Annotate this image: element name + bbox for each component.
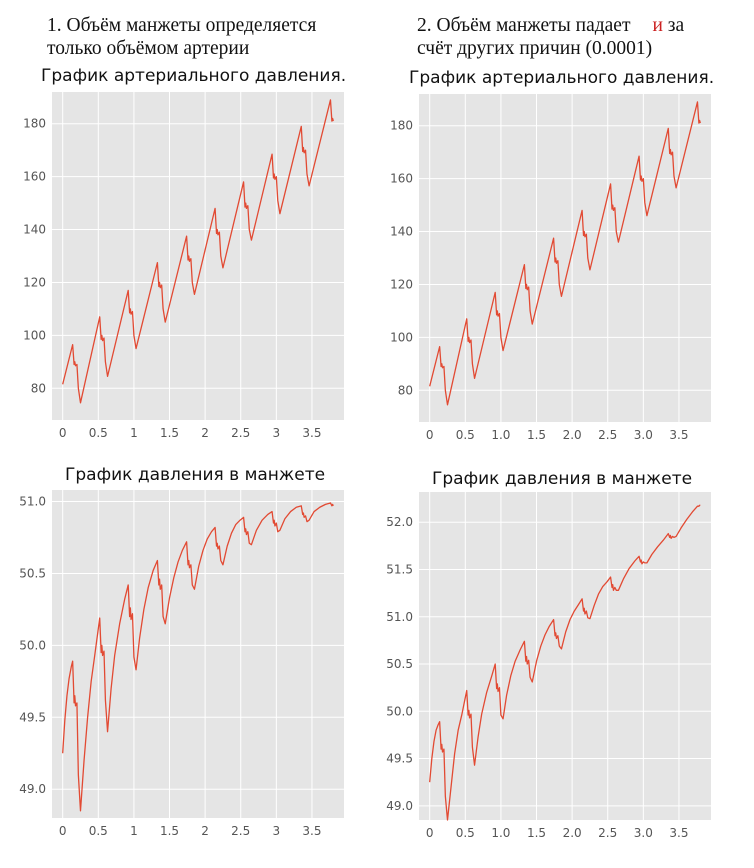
x-tick-label: 2 [201, 824, 209, 838]
chart-title-left-cuff: График давления в манжете [65, 465, 326, 485]
chart-title-left-arterial: График артериального давления. [41, 66, 347, 86]
x-tick-label: 1.5 [527, 428, 546, 442]
x-tick-label: 2.5 [598, 428, 617, 442]
y-tick-label: 51.0 [386, 610, 413, 624]
y-tick-label: 49.0 [19, 782, 46, 796]
series-line [429, 101, 701, 406]
chart-left-arterial: 0 0.5 1 1.5 2 2.5 3 3.5 80 100 120 140 160 180 [23, 92, 344, 440]
y-tick-label: 51.5 [386, 563, 413, 577]
y-tick-label: 50.0 [386, 704, 413, 718]
series-line [62, 502, 334, 812]
y-tick-label: 49.5 [386, 752, 413, 766]
caption-right-red-word: и [652, 15, 663, 36]
chart-title-right-cuff: График давления в манжете [432, 469, 693, 489]
x-tick-label: 2.0 [563, 428, 582, 442]
caption-right-line1: 2. Объём манжеты падает и за [417, 14, 684, 37]
chart-right-cuff: 0 0.5 1.0 1.5 2.0 2.5 3.0 3.5 49.0 49.5 50.0 50.5 51… [386, 492, 711, 840]
y-tick-label: 180 [23, 117, 46, 131]
x-tick-label: 2 [201, 426, 209, 440]
caption-right-line2: счёт других причин (0.0001) [417, 38, 653, 59]
plot-area [52, 490, 344, 818]
caption-right: 2. Объём манжеты падает и за счёт других … [417, 14, 684, 60]
x-tick-label: 3.5 [302, 426, 321, 440]
y-tick-label: 50.5 [19, 566, 46, 580]
x-tick-label: 0 [426, 826, 434, 840]
x-tick-label: 0.5 [456, 428, 475, 442]
chart-title-right-arterial: График артериального давления. [409, 68, 715, 88]
caption-left-line1: 1. Объём манжеты определяется [47, 15, 317, 36]
x-tick-label: 3.0 [634, 428, 653, 442]
y-tick-label: 120 [23, 275, 46, 289]
x-tick-label: 3 [273, 824, 281, 838]
plot-area [52, 92, 344, 420]
caption-right-line1a: 2. Объём манжеты падает [417, 15, 631, 36]
x-tick-label: 1.5 [527, 826, 546, 840]
x-tick-label: 1 [130, 824, 138, 838]
chart-right-arterial: 0 0.5 1.0 1.5 2.0 2.5 3.0 3.5 80 100 120 140 160 180 [390, 94, 711, 442]
x-tick-label: 0 [426, 428, 434, 442]
x-tick-label: 2.5 [598, 826, 617, 840]
y-tick-label: 51.0 [19, 495, 46, 509]
x-tick-label: 3.5 [669, 826, 688, 840]
y-tick-label: 52.0 [386, 515, 413, 529]
y-tick-label: 180 [390, 119, 413, 133]
plot-area [419, 94, 711, 422]
x-tick-label: 0 [59, 824, 67, 838]
y-tick-label: 49.5 [19, 710, 46, 724]
caption-right-line1c: за [662, 15, 685, 36]
x-tick-label: 3.0 [634, 826, 653, 840]
x-tick-label: 1.0 [491, 826, 510, 840]
y-tick-label: 50.5 [386, 657, 413, 671]
x-tick-label: 0.5 [456, 826, 475, 840]
y-tick-label: 80 [31, 381, 46, 395]
y-tick-label: 160 [390, 172, 413, 186]
y-tick-label: 140 [23, 223, 46, 237]
x-tick-label: 0.5 [89, 824, 108, 838]
x-tick-label: 1.5 [160, 426, 179, 440]
y-tick-label: 80 [398, 383, 413, 397]
y-tick-label: 160 [23, 170, 46, 184]
x-tick-label: 2.5 [231, 824, 250, 838]
x-tick-label: 1 [130, 426, 138, 440]
caption-left-line2: только объёмом артерии [47, 38, 250, 59]
x-tick-label: 2.5 [231, 426, 250, 440]
plot-area [419, 492, 711, 820]
x-tick-label: 3.5 [302, 824, 321, 838]
y-tick-label: 100 [390, 330, 413, 344]
x-tick-label: 0.5 [89, 426, 108, 440]
series-line [429, 504, 701, 821]
y-tick-label: 120 [390, 277, 413, 291]
y-tick-label: 50.0 [19, 638, 46, 652]
y-tick-label: 100 [23, 328, 46, 342]
series-line [62, 99, 334, 404]
chart-left-cuff: 0 0.5 1 1.5 2 2.5 3 3.5 49.0 49.5 50.0 50.5 51.0 [19, 490, 344, 838]
x-tick-label: 3.5 [669, 428, 688, 442]
y-tick-label: 49.0 [386, 799, 413, 813]
x-tick-label: 0 [59, 426, 67, 440]
y-tick-label: 140 [390, 225, 413, 239]
caption-left: 1. Объём манжеты определяется только объ… [47, 14, 316, 60]
x-tick-label: 1.0 [491, 428, 510, 442]
x-tick-label: 2.0 [563, 826, 582, 840]
x-tick-label: 1.5 [160, 824, 179, 838]
x-tick-label: 3 [273, 426, 281, 440]
